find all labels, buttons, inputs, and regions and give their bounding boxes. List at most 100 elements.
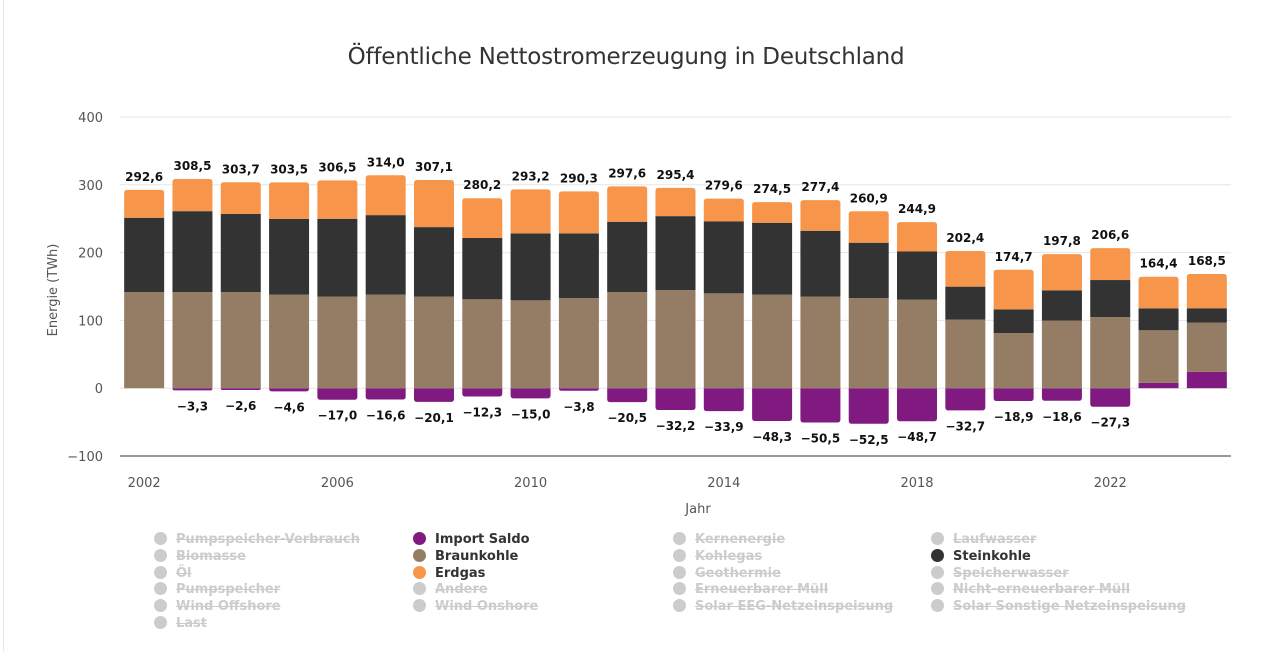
legend-item-last[interactable]: Last — [154, 615, 207, 632]
bar-segment-erdgas[interactable] — [703, 198, 744, 222]
bar-segment-import-saldo[interactable] — [317, 388, 358, 400]
bar-segment-braunkohle[interactable] — [1090, 317, 1131, 389]
legend-item-öl[interactable]: Öl — [154, 565, 192, 582]
bar-segment-steinkohle[interactable] — [1186, 308, 1227, 323]
bar-segment-steinkohle[interactable] — [269, 218, 310, 295]
bar-segment-import-saldo[interactable] — [897, 388, 938, 422]
bar-segment-steinkohle[interactable] — [1041, 290, 1082, 321]
bar-segment-erdgas[interactable] — [220, 182, 261, 214]
legend-item-kohlegas[interactable]: Kohlegas — [673, 548, 762, 565]
bar-segment-braunkohle[interactable] — [848, 298, 889, 389]
bar-segment-import-saldo[interactable] — [220, 388, 261, 390]
bar-segment-braunkohle[interactable] — [897, 299, 938, 389]
bar-segment-steinkohle[interactable] — [993, 309, 1034, 334]
bar-segment-braunkohle[interactable] — [413, 296, 454, 389]
bar-segment-erdgas[interactable] — [510, 189, 551, 234]
bar-segment-erdgas[interactable] — [897, 222, 938, 252]
legend-item-andere[interactable]: Andere — [413, 581, 488, 598]
bar-segment-braunkohle[interactable] — [365, 294, 406, 389]
bar-segment-erdgas[interactable] — [1138, 276, 1179, 309]
bar-stack-2007[interactable] — [365, 175, 406, 400]
bar-stack-2018[interactable] — [897, 222, 938, 422]
bar-segment-steinkohle[interactable] — [365, 215, 406, 295]
bar-segment-braunkohle[interactable] — [1138, 330, 1179, 383]
bar-segment-import-saldo[interactable] — [752, 388, 793, 421]
bar-segment-erdgas[interactable] — [1186, 273, 1227, 309]
bar-segment-braunkohle[interactable] — [703, 293, 744, 389]
bar-segment-import-saldo[interactable] — [269, 388, 310, 392]
bar-stack-2013[interactable] — [655, 187, 696, 411]
bar-segment-steinkohle[interactable] — [558, 233, 599, 299]
legend-item-solar-sonstige-netzeinspeisung[interactable]: Solar Sonstige Netzeinspeisung — [931, 598, 1186, 615]
bar-segment-steinkohle[interactable] — [703, 221, 744, 294]
legend-item-pumpspeicher[interactable]: Pumpspeicher — [154, 581, 280, 598]
bar-segment-braunkohle[interactable] — [558, 298, 599, 389]
bar-stack-2020[interactable] — [993, 269, 1034, 402]
bar-segment-import-saldo[interactable] — [413, 388, 454, 402]
bar-segment-erdgas[interactable] — [607, 186, 648, 222]
bar-segment-braunkohle[interactable] — [124, 292, 165, 389]
bar-segment-erdgas[interactable] — [945, 250, 986, 287]
bar-segment-steinkohle[interactable] — [510, 233, 551, 301]
bar-stack-2021[interactable] — [1041, 254, 1082, 401]
bar-stack-2010[interactable] — [510, 189, 551, 399]
bar-segment-braunkohle[interactable] — [607, 292, 648, 389]
bar-segment-steinkohle[interactable] — [124, 217, 165, 293]
bar-segment-erdgas[interactable] — [800, 200, 841, 231]
bar-segment-steinkohle[interactable] — [462, 238, 503, 300]
bar-segment-import-saldo[interactable] — [848, 388, 889, 424]
legend-item-braunkohle[interactable]: Braunkohle — [413, 548, 518, 565]
bar-segment-steinkohle[interactable] — [172, 211, 213, 293]
bar-stack-2017[interactable] — [848, 211, 889, 424]
bar-stack-2011[interactable] — [558, 191, 599, 391]
bar-segment-steinkohle[interactable] — [655, 216, 696, 291]
bar-stack-2002[interactable] — [124, 189, 165, 389]
bar-segment-erdgas[interactable] — [558, 191, 599, 234]
legend-item-laufwasser[interactable]: Laufwasser — [931, 531, 1036, 548]
legend-item-erneuerbarer-müll[interactable]: Erneuerbarer Müll — [673, 581, 828, 598]
bar-segment-erdgas[interactable] — [1041, 254, 1082, 291]
bar-segment-import-saldo[interactable] — [365, 388, 406, 400]
legend-item-erdgas[interactable]: Erdgas — [413, 565, 485, 582]
bar-segment-import-saldo[interactable] — [800, 388, 841, 423]
bar-segment-braunkohle[interactable] — [752, 294, 793, 389]
bar-segment-braunkohle[interactable] — [510, 300, 551, 389]
bar-segment-import-saldo[interactable] — [510, 388, 551, 399]
bar-segment-steinkohle[interactable] — [800, 230, 841, 297]
bar-segment-braunkohle[interactable] — [1186, 322, 1227, 372]
bar-segment-braunkohle[interactable] — [945, 319, 986, 389]
bar-segment-import-saldo[interactable] — [703, 388, 744, 412]
legend-item-nicht-erneuerbarer-müll[interactable]: Nicht-erneuerbarer Müll — [931, 581, 1130, 598]
bar-stack-2005[interactable] — [269, 182, 310, 392]
bar-segment-braunkohle[interactable] — [1041, 320, 1082, 389]
bar-segment-erdgas[interactable] — [655, 187, 696, 217]
legend-item-solar-eeg-netzeinspeisung[interactable]: Solar EEG-Netzeinspeisung — [673, 598, 893, 615]
legend-item-geothermie[interactable]: Geothermie — [673, 565, 781, 582]
bar-segment-braunkohle[interactable] — [220, 292, 261, 389]
bar-segment-steinkohle[interactable] — [220, 213, 261, 293]
bar-segment-import-saldo[interactable] — [993, 388, 1034, 402]
legend-item-speicherwasser[interactable]: Speicherwasser — [931, 565, 1069, 582]
bar-stack-2003[interactable] — [172, 179, 213, 391]
bar-segment-import-saldo[interactable] — [607, 388, 648, 403]
bar-segment-import-saldo[interactable] — [945, 388, 986, 411]
bar-stack-2008[interactable] — [413, 179, 454, 402]
bar-segment-steinkohle[interactable] — [607, 221, 648, 293]
bar-segment-braunkohle[interactable] — [462, 299, 503, 389]
bar-segment-erdgas[interactable] — [269, 182, 310, 219]
bar-segment-steinkohle[interactable] — [848, 242, 889, 299]
bar-segment-import-saldo[interactable] — [655, 388, 696, 411]
bar-segment-import-saldo[interactable] — [1090, 388, 1131, 407]
legend-item-pumpspeicher-verbrauch[interactable]: Pumpspeicher-Verbrauch — [154, 531, 360, 548]
bar-segment-import-saldo[interactable] — [1138, 382, 1179, 389]
bar-stack-2009[interactable] — [462, 198, 503, 397]
bar-stack-2004[interactable] — [220, 182, 261, 390]
bar-segment-import-saldo[interactable] — [558, 388, 599, 391]
bar-segment-steinkohle[interactable] — [897, 251, 938, 300]
bar-segment-braunkohle[interactable] — [269, 294, 310, 389]
bar-segment-import-saldo[interactable] — [1041, 388, 1082, 401]
bar-segment-steinkohle[interactable] — [413, 227, 454, 297]
bar-segment-import-saldo[interactable] — [172, 388, 213, 391]
legend-item-import-saldo[interactable]: Import Saldo — [413, 531, 530, 548]
bar-segment-import-saldo[interactable] — [462, 388, 503, 397]
